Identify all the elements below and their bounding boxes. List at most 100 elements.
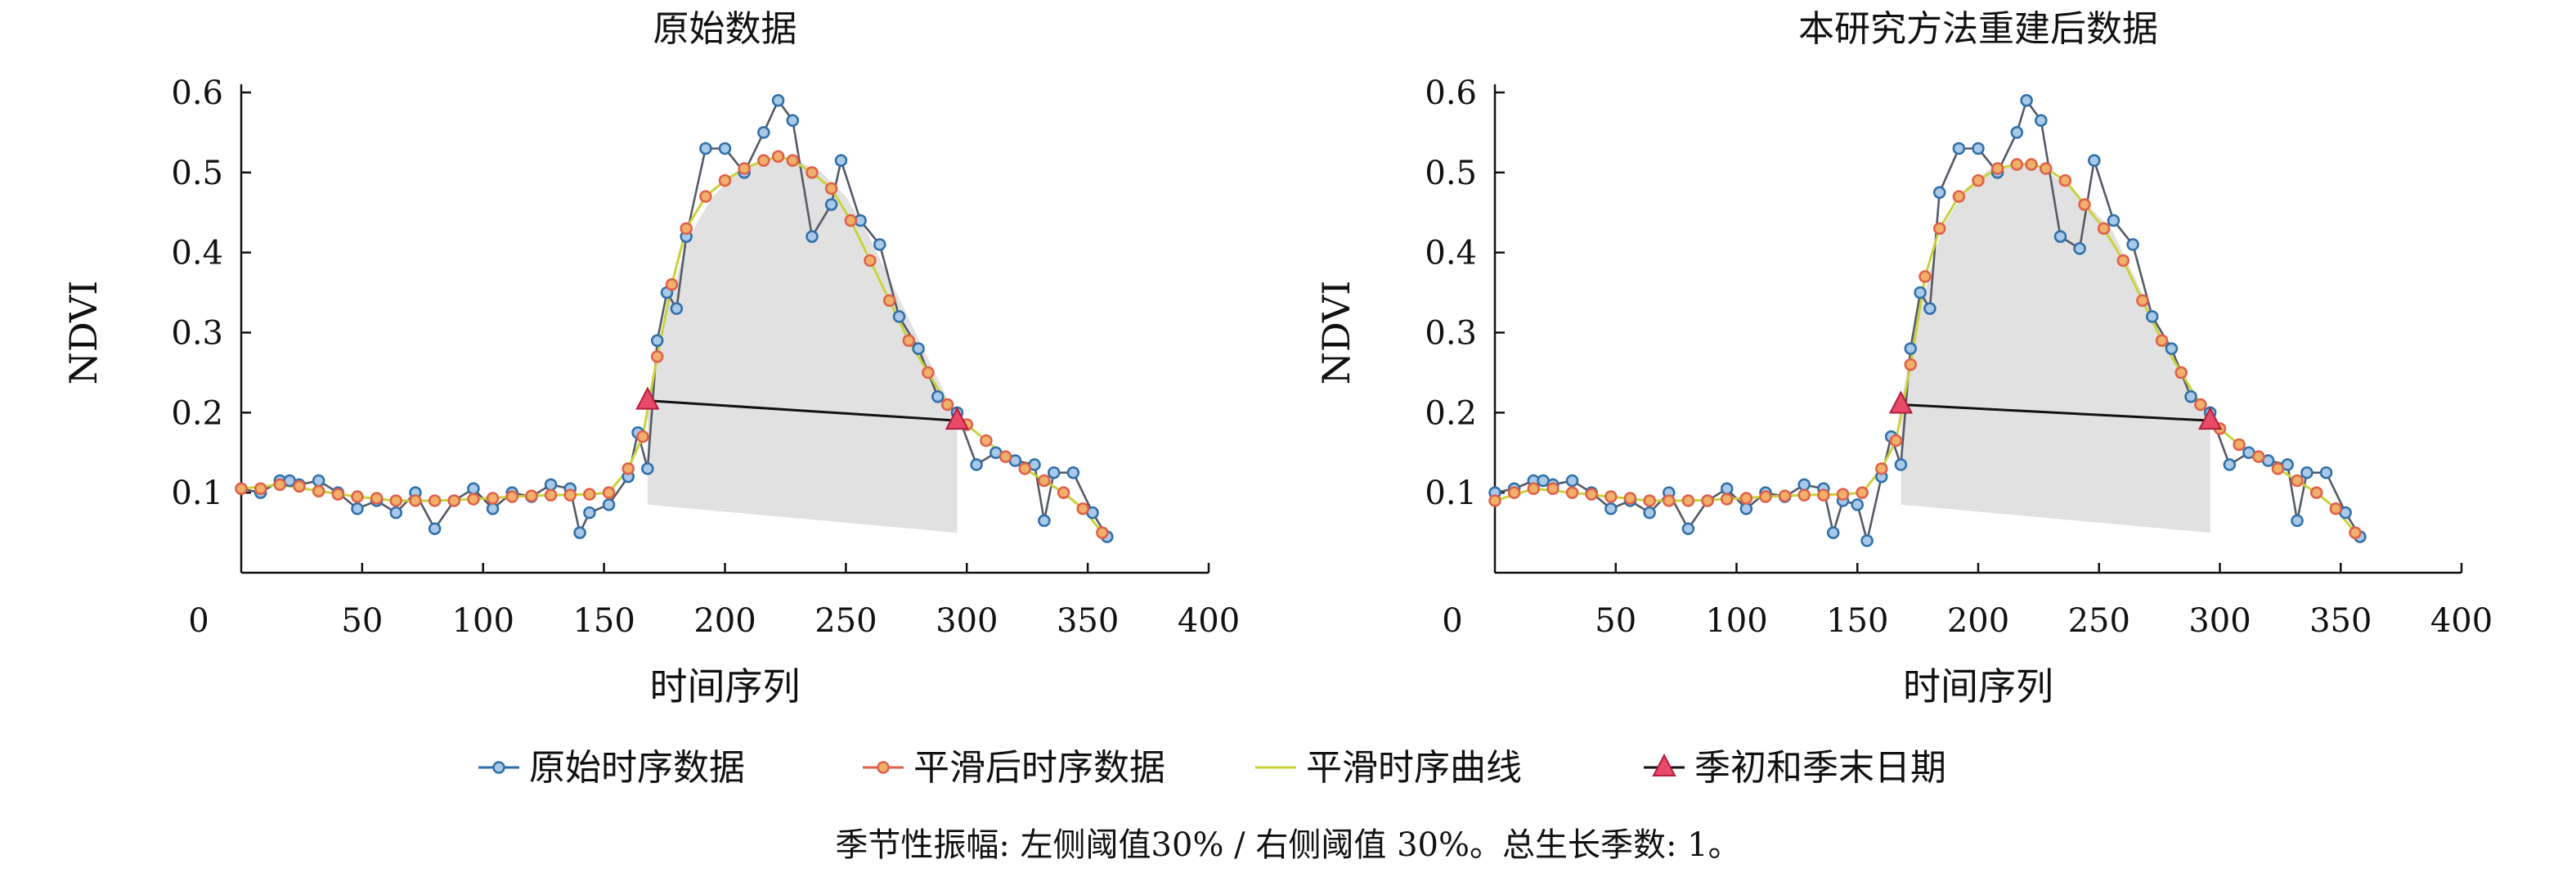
smoothed-data-point bbox=[235, 482, 248, 496]
legend-item: 季初和季末日期 bbox=[1644, 747, 1946, 789]
raw-data-point bbox=[351, 502, 364, 515]
smoothed-data-point bbox=[1604, 490, 1618, 503]
raw-data-point bbox=[1972, 142, 1985, 155]
x-tick-label: 0 bbox=[188, 602, 209, 640]
smoothed-data-point bbox=[583, 488, 596, 501]
season-shaded-area bbox=[1901, 164, 2210, 533]
smoothed-data-point bbox=[1701, 494, 1714, 507]
smoothed-data-point bbox=[2136, 294, 2149, 308]
smoothed-data-point bbox=[1875, 462, 1888, 475]
raw-data-point bbox=[757, 126, 770, 139]
raw-data-point bbox=[312, 474, 325, 488]
legend-label: 原始时序数据 bbox=[529, 747, 745, 789]
smoothed-data-point bbox=[1972, 173, 1985, 187]
smoothed-data-point bbox=[771, 150, 785, 164]
smoothed-data-point bbox=[636, 430, 649, 443]
raw-data-point bbox=[1932, 186, 1946, 200]
smoothed-data-point bbox=[2010, 158, 2024, 171]
raw-data-point bbox=[873, 238, 886, 251]
chart-left: 原始数据 0 50 100 150 200 250 300 350 400 0.1 0.2 0.3 0.4… bbox=[61, 8, 1240, 709]
y-tick-label: 0.2 bbox=[1425, 394, 1477, 432]
raw-data-point bbox=[824, 198, 838, 211]
smoothed-data-point bbox=[370, 492, 384, 505]
chart-title: 原始数据 bbox=[653, 8, 797, 50]
smoothed-data-point bbox=[902, 334, 916, 348]
x-tick-label: 400 bbox=[2430, 602, 2493, 640]
smoothed-data-point bbox=[864, 254, 877, 268]
x-tick-label: 400 bbox=[1178, 602, 1240, 640]
raw-data-point bbox=[583, 506, 596, 520]
legend-marker bbox=[492, 761, 505, 774]
y-tick-label: 0.3 bbox=[1425, 315, 1477, 353]
raw-data-point bbox=[718, 142, 732, 155]
y-axis-label: NDVI bbox=[1314, 281, 1358, 385]
smoothed-data-point bbox=[1904, 358, 1918, 371]
raw-data-point bbox=[2184, 390, 2197, 403]
smoothed-data-point bbox=[882, 294, 896, 308]
x-tick-label: 50 bbox=[341, 602, 383, 640]
raw-data-point bbox=[786, 114, 800, 127]
y-tick-label: 0.4 bbox=[171, 235, 223, 272]
smoothed-data-point bbox=[1720, 493, 1734, 506]
raw-data-point bbox=[834, 154, 848, 167]
raw-data-point bbox=[1894, 458, 1908, 471]
raw-data-point bbox=[970, 458, 983, 471]
raw-data-point bbox=[1565, 474, 1579, 488]
smoothed-data-point bbox=[1076, 502, 1089, 515]
raw-data-point bbox=[1923, 302, 1936, 315]
raw-data-point bbox=[1720, 482, 1734, 496]
season-marker bbox=[635, 386, 660, 410]
raw-data-point bbox=[699, 142, 712, 155]
season-marker bbox=[1888, 390, 1914, 414]
smoothed-data-point bbox=[2155, 334, 2169, 348]
smoothed-data-point bbox=[1778, 489, 1792, 502]
smoothed-data-point bbox=[2291, 474, 2304, 488]
legend-marker bbox=[1652, 753, 1676, 776]
smoothed-data-point bbox=[563, 488, 577, 502]
x-tick-label: 350 bbox=[2309, 602, 2372, 640]
x-tick-label: 200 bbox=[1947, 602, 2009, 640]
smoothed-data-point bbox=[824, 182, 838, 196]
y-tick-label: 0.1 bbox=[171, 475, 223, 512]
raw-data-point bbox=[1047, 466, 1061, 479]
raw-data-point bbox=[1739, 502, 1753, 515]
smoothed-data-point bbox=[2116, 254, 2130, 268]
smoothed-data-point bbox=[331, 488, 345, 501]
smoothed-data-point bbox=[486, 492, 500, 505]
raw-data-point bbox=[2126, 238, 2139, 251]
chart-title: 本研究方法重建后数据 bbox=[1798, 8, 2158, 50]
smoothed-data-point bbox=[680, 222, 693, 236]
smoothed-data-point bbox=[351, 490, 364, 503]
smoothed-data-point bbox=[525, 489, 538, 502]
smoothed-data-point bbox=[1932, 222, 1946, 236]
raw-data-point bbox=[1038, 514, 1051, 528]
x-tick-label: 300 bbox=[2188, 602, 2251, 640]
y-tick-label: 0.6 bbox=[171, 74, 223, 112]
smoothed-data-point bbox=[254, 482, 267, 496]
smoothed-data-point bbox=[1018, 462, 1031, 475]
smoothed-data-point bbox=[922, 366, 935, 380]
smoothed-data-point bbox=[1643, 494, 1656, 507]
season-shaded-area bbox=[647, 156, 958, 533]
raw-data-point bbox=[602, 498, 616, 511]
smoothed-data-point bbox=[1096, 526, 1109, 539]
legend-item: 平滑时序曲线 bbox=[1255, 747, 1522, 789]
smoothed-data-point bbox=[1797, 488, 1811, 502]
smoothed-data-point bbox=[980, 434, 993, 448]
smoothed-data-point bbox=[1057, 486, 1070, 499]
smoothed-data-point bbox=[409, 494, 422, 507]
smoothed-data-point bbox=[718, 173, 732, 187]
raw-data-point bbox=[670, 302, 684, 315]
raw-data-point bbox=[1681, 522, 1695, 535]
x-tick-label: 0 bbox=[1442, 602, 1462, 640]
x-tick-label: 350 bbox=[1057, 602, 1119, 640]
smoothed-data-point bbox=[1585, 488, 1598, 501]
raw-data-point bbox=[544, 478, 558, 492]
raw-data-point bbox=[1826, 526, 1840, 539]
x-tick-label: 50 bbox=[1595, 602, 1636, 640]
raw-data-point bbox=[428, 522, 442, 535]
smoothed-data-point bbox=[2309, 486, 2323, 499]
x-tick-label: 250 bbox=[2068, 602, 2130, 640]
smoothed-data-point bbox=[2349, 526, 2362, 539]
smoothed-data-point bbox=[699, 190, 712, 203]
